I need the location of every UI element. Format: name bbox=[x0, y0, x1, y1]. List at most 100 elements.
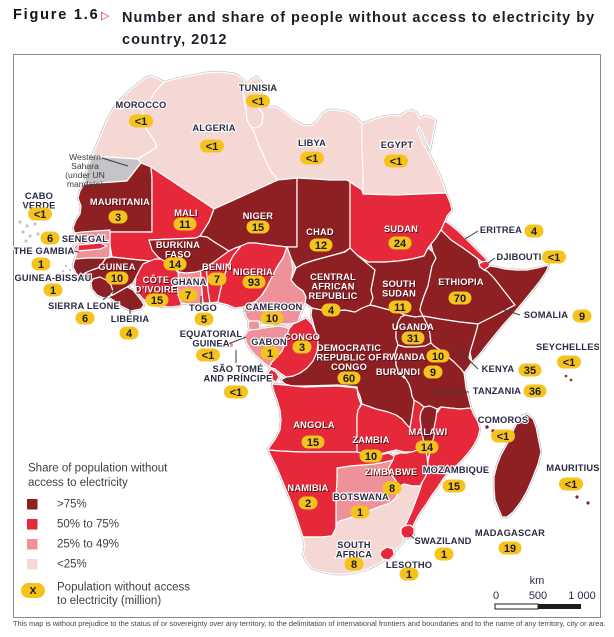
svg-text:ETHIOPIA: ETHIOPIA bbox=[439, 278, 485, 288]
svg-text:SUDAN: SUDAN bbox=[382, 289, 416, 299]
svg-text:<1: <1 bbox=[202, 350, 215, 362]
svg-text:NIGERIA: NIGERIA bbox=[233, 267, 273, 277]
svg-text:REPUBLIC: REPUBLIC bbox=[308, 291, 357, 301]
svg-text:10: 10 bbox=[111, 273, 123, 285]
svg-text:NIGER: NIGER bbox=[243, 211, 274, 221]
svg-text:ETHIOPIA: ETHIOPIA bbox=[438, 277, 484, 287]
svg-text:SWAZILAND: SWAZILAND bbox=[414, 536, 471, 546]
svg-text:GHANA: GHANA bbox=[171, 277, 206, 287]
svg-text:<1: <1 bbox=[563, 357, 576, 369]
svg-text:SUDAN: SUDAN bbox=[385, 225, 419, 235]
svg-text:MALAWI: MALAWI bbox=[409, 428, 448, 438]
svg-text:1: 1 bbox=[267, 348, 273, 360]
svg-text:SÃO TOMÉ: SÃO TOMÉ bbox=[212, 364, 263, 374]
svg-text:14: 14 bbox=[169, 259, 182, 271]
svg-text:5: 5 bbox=[201, 314, 207, 326]
svg-text:TUNISIA: TUNISIA bbox=[239, 83, 278, 93]
svg-text:9: 9 bbox=[430, 367, 436, 379]
svg-text:KENYA: KENYA bbox=[482, 364, 515, 374]
svg-text:AFRICAN: AFRICAN bbox=[312, 283, 355, 293]
svg-text:50% to 75%: 50% to 75% bbox=[57, 519, 119, 531]
svg-text:Share of population without: Share of population without bbox=[28, 463, 168, 475]
svg-text:10: 10 bbox=[432, 351, 444, 363]
svg-text:<1: <1 bbox=[497, 431, 510, 443]
svg-text:8: 8 bbox=[389, 483, 395, 495]
svg-text:D’IVOIRE: D’IVOIRE bbox=[136, 286, 178, 296]
svg-text:<1: <1 bbox=[548, 252, 561, 264]
svg-text:4: 4 bbox=[328, 305, 335, 317]
svg-text:X: X bbox=[29, 585, 36, 597]
svg-text:AFRICA: AFRICA bbox=[336, 550, 372, 560]
svg-text:3: 3 bbox=[299, 342, 305, 354]
svg-text:SUDAN: SUDAN bbox=[383, 290, 417, 300]
svg-text:REPUBLIC OF: REPUBLIC OF bbox=[317, 354, 382, 364]
svg-text:8: 8 bbox=[351, 559, 357, 571]
svg-text:LIBERIA: LIBERIA bbox=[111, 314, 150, 324]
svg-text:24: 24 bbox=[394, 238, 407, 250]
svg-text:D’IVOIRE: D’IVOIRE bbox=[135, 285, 177, 295]
svg-text:3: 3 bbox=[115, 212, 121, 224]
svg-text:10: 10 bbox=[266, 313, 278, 325]
svg-text:BURKINA: BURKINA bbox=[156, 240, 200, 250]
svg-text:GUINEA-BISSAU: GUINEA-BISSAU bbox=[15, 273, 92, 283]
svg-text:SOMALIA: SOMALIA bbox=[524, 310, 568, 320]
svg-text:1: 1 bbox=[50, 285, 56, 297]
svg-text:GUINEA: GUINEA bbox=[99, 263, 136, 273]
svg-text:ZAMBIA: ZAMBIA bbox=[353, 436, 390, 446]
svg-text:BENIN: BENIN bbox=[202, 262, 232, 272]
svg-text:500: 500 bbox=[529, 590, 547, 602]
svg-text:COMOROS: COMOROS bbox=[478, 415, 528, 425]
svg-text:MOROCCO: MOROCCO bbox=[116, 100, 167, 110]
svg-text:THE GAMBIA: THE GAMBIA bbox=[14, 246, 75, 256]
svg-text:15: 15 bbox=[252, 222, 264, 234]
svg-text:60: 60 bbox=[343, 373, 355, 385]
svg-text:11: 11 bbox=[179, 219, 191, 231]
svg-text:BURUNDI: BURUNDI bbox=[376, 367, 420, 377]
svg-text:CABO: CABO bbox=[25, 191, 53, 201]
svg-text:SOUTH: SOUTH bbox=[383, 280, 417, 290]
svg-text:TOGO: TOGO bbox=[189, 303, 217, 313]
svg-text:BOTSWANA: BOTSWANA bbox=[333, 492, 389, 502]
svg-text:Population without access: Population without access bbox=[57, 582, 190, 594]
svg-text:35: 35 bbox=[524, 365, 536, 377]
svg-text:AFRICAN: AFRICAN bbox=[311, 282, 354, 292]
svg-text:BURUNDI: BURUNDI bbox=[377, 368, 421, 378]
svg-text:CÔTE: CÔTE bbox=[144, 275, 171, 286]
svg-text:1: 1 bbox=[38, 259, 44, 271]
svg-text:(under UN: (under UN bbox=[65, 170, 105, 180]
svg-text:CONGO: CONGO bbox=[332, 363, 368, 373]
svg-text:ZAMBIA: ZAMBIA bbox=[352, 435, 389, 445]
svg-text:9: 9 bbox=[579, 311, 585, 323]
svg-text:UGANDA: UGANDA bbox=[392, 322, 434, 332]
svg-text:15: 15 bbox=[307, 437, 319, 449]
svg-text:CENTRAL: CENTRAL bbox=[310, 272, 356, 282]
svg-text:FASO: FASO bbox=[166, 251, 192, 261]
svg-text:7: 7 bbox=[214, 274, 220, 286]
svg-text:31: 31 bbox=[407, 333, 419, 345]
svg-text:MALI: MALI bbox=[174, 208, 198, 218]
svg-text:RWANDA: RWANDA bbox=[383, 353, 426, 363]
svg-text:mandate): mandate) bbox=[67, 179, 103, 189]
svg-text:11: 11 bbox=[394, 302, 406, 314]
svg-text:DJIBOUTI: DJIBOUTI bbox=[497, 252, 542, 262]
svg-text:Sahara: Sahara bbox=[71, 161, 99, 171]
svg-text:<1: <1 bbox=[34, 209, 47, 221]
svg-text:NAMIBIA: NAMIBIA bbox=[287, 483, 328, 493]
svg-text:93: 93 bbox=[248, 277, 260, 289]
svg-text:SUDAN: SUDAN bbox=[384, 224, 418, 234]
svg-text:km: km bbox=[530, 575, 545, 587]
svg-text:AND PRÍNCIPE: AND PRÍNCIPE bbox=[203, 374, 272, 384]
svg-text:LIBYA: LIBYA bbox=[298, 138, 326, 148]
svg-text:TANZANIA: TANZANIA bbox=[473, 386, 522, 396]
svg-text:GABON: GABON bbox=[251, 337, 287, 347]
svg-text:CONGO: CONGO bbox=[284, 332, 320, 342]
svg-text:ANGOLA: ANGOLA bbox=[293, 420, 335, 430]
svg-text:SENEGAL: SENEGAL bbox=[62, 234, 108, 244]
svg-text:<1: <1 bbox=[252, 96, 265, 108]
svg-text:15: 15 bbox=[448, 481, 460, 493]
svg-text:ERITREA: ERITREA bbox=[480, 225, 522, 235]
svg-text:ALGERIA: ALGERIA bbox=[192, 123, 235, 133]
svg-text:NIGERIA: NIGERIA bbox=[234, 268, 274, 278]
svg-text:<1: <1 bbox=[206, 141, 219, 153]
svg-text:BURKINA: BURKINA bbox=[157, 241, 201, 251]
